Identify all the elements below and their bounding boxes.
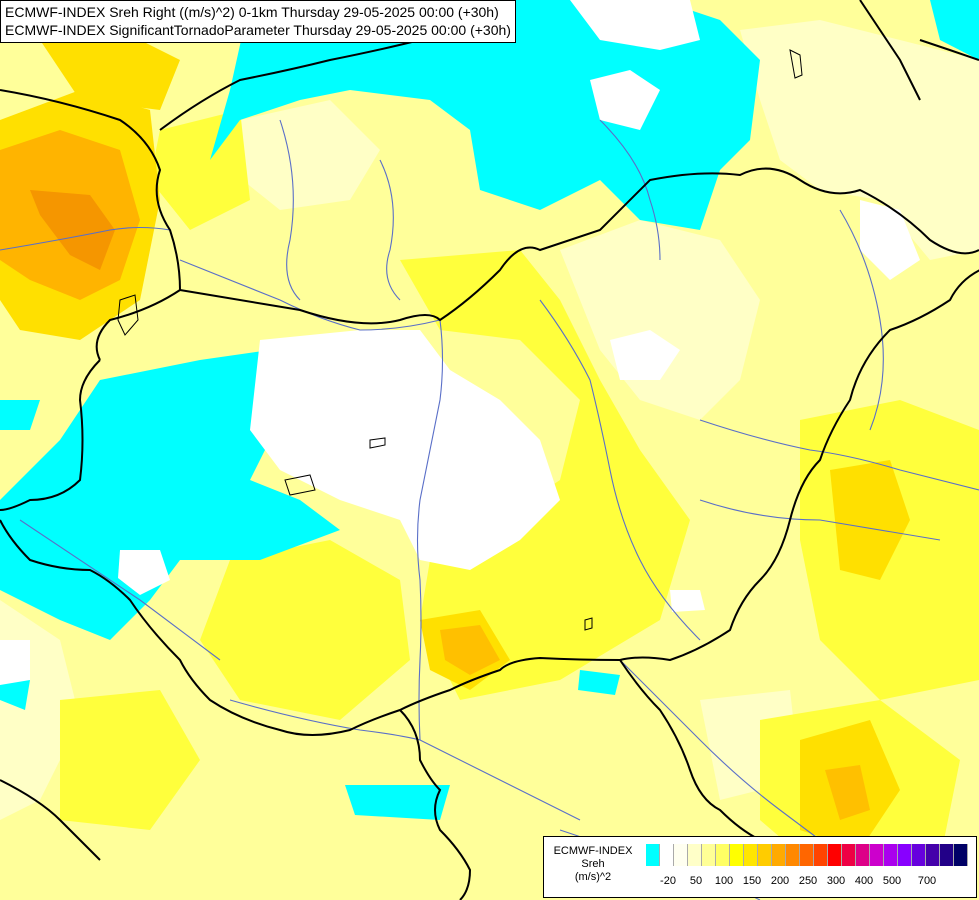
legend-swatch [856,844,870,866]
legend-tick-label: 500 [882,875,902,887]
legend-swatch [646,844,660,866]
legend-swatch [674,844,688,866]
legend-swatch [870,844,884,866]
legend-tick-label: 150 [742,875,762,887]
legend-tick-label: 250 [798,875,818,887]
legend-swatch [898,844,912,866]
legend-swatch [842,844,856,866]
title-line-sreh: ECMWF-INDEX Sreh Right ((m/s)^2) 0-1km T… [5,4,499,20]
legend-tick-label: 50 [689,875,703,887]
legend-swatch [688,844,702,866]
sreh-white-areas [0,70,920,685]
lakes [117,49,803,631]
legend-parameter: Sreh [581,858,605,870]
legend-tick-label: 300 [826,875,846,887]
legend-swatch [954,844,968,866]
legend-swatch [730,844,744,866]
legend-swatch [716,844,730,866]
title-line-stp: ECMWF-INDEX SignificantTornadoParameter … [5,22,511,38]
legend-swatch [772,844,786,866]
legend-tick-label: 700 [917,875,937,887]
legend-tick-label: 200 [770,875,790,887]
legend-swatch [786,844,800,866]
legend-swatch [926,844,940,866]
legend-swatch [702,844,716,866]
legend-label: ECMWF-INDEX Sreh (m/s)^2 [548,845,638,884]
legend-swatch [814,844,828,866]
legend-ticks: -20 50 100 150 200 250 300 400 500 700 [646,875,970,889]
legend-swatch [800,844,814,866]
sreh-orange-areas [0,130,870,820]
legend-model: ECMWF-INDEX [553,845,633,857]
legend-unit: (m/s)^2 [574,871,612,883]
legend-tick-label: 400 [854,875,874,887]
legend-swatch [884,844,898,866]
legend-tick-label: 100 [714,875,734,887]
legend-swatch [940,844,954,866]
legend-swatch [912,844,926,866]
color-legend: ECMWF-INDEX Sreh (m/s)^2 -20 50 100 150 200 2… [543,836,977,898]
map-title-box: ECMWF-INDEX Sreh Right ((m/s)^2) 0-1km T… [0,0,516,43]
legend-swatch [744,844,758,866]
legend-swatch [660,844,674,866]
legend-tick-label: -20 [660,875,676,887]
legend-swatch [828,844,842,866]
legend-swatch [758,844,772,866]
legend-swatches [646,844,968,866]
